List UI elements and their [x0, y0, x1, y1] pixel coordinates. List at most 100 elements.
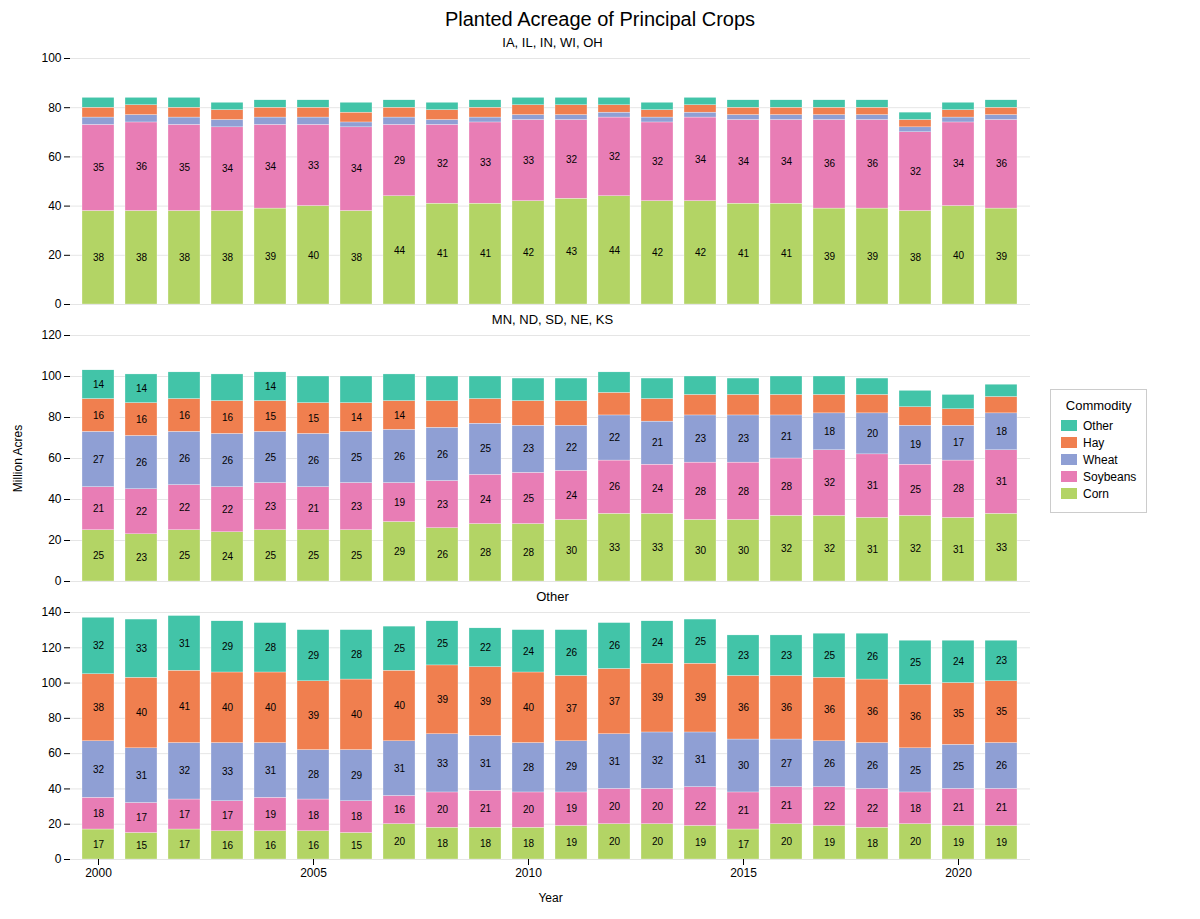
svg-text:38: 38: [351, 252, 363, 263]
svg-text:20: 20: [437, 804, 449, 815]
svg-text:38: 38: [93, 252, 105, 263]
svg-text:24: 24: [523, 646, 535, 657]
svg-text:36: 36: [867, 706, 879, 717]
svg-text:32: 32: [609, 151, 621, 162]
svg-text:25: 25: [824, 650, 836, 661]
svg-text:17: 17: [179, 809, 191, 820]
svg-text:31: 31: [394, 763, 406, 774]
svg-text:23: 23: [738, 650, 750, 661]
svg-text:42: 42: [652, 247, 664, 258]
svg-text:26: 26: [867, 651, 879, 662]
svg-text:23: 23: [136, 552, 148, 563]
svg-text:16: 16: [394, 804, 406, 815]
svg-text:33: 33: [222, 766, 234, 777]
svg-text:40: 40: [222, 702, 234, 713]
svg-text:44: 44: [609, 245, 621, 256]
svg-text:24: 24: [953, 656, 965, 667]
svg-text:23: 23: [996, 655, 1008, 666]
svg-text:20: 20: [781, 836, 793, 847]
svg-text:29: 29: [308, 650, 320, 661]
svg-text:25: 25: [265, 452, 277, 463]
svg-text:24: 24: [222, 551, 234, 562]
svg-text:19: 19: [566, 803, 578, 814]
svg-text:28: 28: [781, 481, 793, 492]
svg-text:25: 25: [308, 550, 320, 561]
svg-text:39: 39: [867, 251, 879, 262]
svg-text:39: 39: [437, 694, 449, 705]
svg-text:19: 19: [566, 837, 578, 848]
svg-text:2020: 2020: [945, 866, 972, 880]
svg-text:39: 39: [824, 251, 836, 262]
svg-text:33: 33: [308, 160, 320, 171]
svg-text:80: 80: [48, 101, 62, 115]
svg-text:39: 39: [308, 710, 320, 721]
svg-text:23: 23: [523, 443, 535, 454]
svg-text:27: 27: [93, 454, 105, 465]
svg-text:26: 26: [996, 760, 1008, 771]
svg-text:0: 0: [55, 574, 62, 588]
svg-text:100: 100: [41, 369, 61, 383]
svg-text:32: 32: [910, 543, 922, 554]
svg-text:20: 20: [652, 836, 664, 847]
svg-text:32: 32: [652, 156, 664, 167]
svg-text:80: 80: [48, 711, 62, 725]
svg-text:17: 17: [738, 839, 750, 850]
svg-text:18: 18: [867, 838, 879, 849]
svg-text:26: 26: [179, 453, 191, 464]
svg-text:28: 28: [953, 483, 965, 494]
svg-text:20: 20: [867, 428, 879, 439]
svg-text:36: 36: [824, 158, 836, 169]
svg-text:40: 40: [265, 702, 277, 713]
svg-text:19: 19: [996, 837, 1008, 848]
svg-text:31: 31: [996, 476, 1008, 487]
svg-text:22: 22: [566, 442, 578, 453]
svg-text:34: 34: [222, 163, 234, 174]
svg-text:25: 25: [179, 550, 191, 561]
svg-text:15: 15: [265, 411, 277, 422]
svg-text:14: 14: [394, 410, 406, 421]
svg-text:36: 36: [781, 702, 793, 713]
svg-text:18: 18: [437, 838, 449, 849]
svg-text:23: 23: [351, 501, 363, 512]
svg-text:23: 23: [781, 650, 793, 661]
svg-text:2015: 2015: [730, 866, 757, 880]
svg-text:38: 38: [910, 252, 922, 263]
svg-text:2010: 2010: [515, 866, 542, 880]
svg-text:34: 34: [953, 158, 965, 169]
svg-text:33: 33: [996, 542, 1008, 553]
svg-text:32: 32: [652, 755, 664, 766]
svg-text:39: 39: [652, 692, 664, 703]
svg-text:29: 29: [222, 641, 234, 652]
svg-text:38: 38: [136, 252, 148, 263]
svg-text:40: 40: [136, 707, 148, 718]
svg-text:2000: 2000: [85, 866, 112, 880]
svg-text:23: 23: [437, 499, 449, 510]
svg-text:39: 39: [480, 696, 492, 707]
svg-text:60: 60: [48, 746, 62, 760]
svg-text:32: 32: [824, 477, 836, 488]
svg-text:30: 30: [738, 760, 750, 771]
svg-text:42: 42: [523, 247, 535, 258]
svg-text:16: 16: [308, 840, 320, 851]
svg-text:14: 14: [265, 381, 277, 392]
svg-text:39: 39: [695, 692, 707, 703]
svg-text:27: 27: [781, 758, 793, 769]
svg-text:22: 22: [867, 803, 879, 814]
svg-text:41: 41: [781, 248, 793, 259]
svg-text:38: 38: [179, 252, 191, 263]
svg-text:14: 14: [93, 379, 105, 390]
svg-text:15: 15: [351, 840, 363, 851]
svg-text:18: 18: [308, 810, 320, 821]
svg-text:33: 33: [523, 155, 535, 166]
svg-text:31: 31: [953, 544, 965, 555]
svg-text:37: 37: [609, 696, 621, 707]
svg-text:31: 31: [136, 770, 148, 781]
svg-text:39: 39: [996, 251, 1008, 262]
svg-text:21: 21: [781, 800, 793, 811]
svg-text:17: 17: [136, 812, 148, 823]
svg-text:34: 34: [695, 154, 707, 165]
svg-text:Million Acres: Million Acres: [11, 425, 25, 492]
svg-text:28: 28: [738, 486, 750, 497]
svg-text:19: 19: [394, 497, 406, 508]
svg-text:22: 22: [824, 801, 836, 812]
